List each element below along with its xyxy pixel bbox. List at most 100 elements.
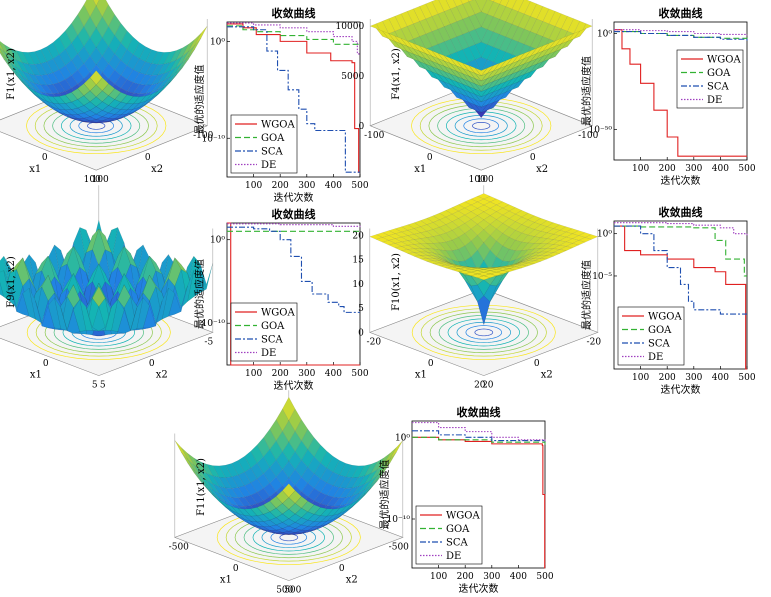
x1-axis-label: x1 [414,164,426,175]
x2-tick-label: 0 [339,564,345,574]
chart-title: 收敛曲线 [457,405,501,419]
legend-label-wgoa: WGOA [261,308,295,319]
surface-patch [174,440,188,460]
legend-label-goa: GOA [446,524,470,535]
surface-patch [474,67,488,76]
y-tick-label: 10⁻¹⁰ [387,515,411,525]
x1-tick-label: 100 [477,175,494,185]
x-tick-label: 400 [712,164,729,174]
legend-label-goa: GOA [261,133,285,144]
x1-tick-label: 0 [42,153,48,163]
x-tick-label: 300 [298,369,315,379]
legend-label-wgoa: WGOA [261,120,295,131]
contour-line [437,108,526,144]
x1-axis-label: x1 [415,370,427,381]
x2-tick-label: 5 [92,381,98,391]
contour-line [454,114,508,137]
z-tick-label: 20 [352,231,364,241]
y-tick-label: 10⁻¹⁰ [202,319,226,329]
series-line-sca [614,31,748,42]
y-tick-label: 10⁻⁵ [592,272,612,282]
x-tick-label: 400 [712,373,729,383]
y-tick-label: 10⁰ [210,37,225,47]
legend-label-sca: SCA [261,147,284,158]
surface-plot-5: F11(x1, x2) -500 0 500 -500 0 500 x1 x2 [169,390,409,596]
x2-axis-label: x2 [346,575,358,586]
contour-line [411,304,556,360]
x1-tick-label: -500 [169,542,189,552]
legend-label-de: DE [261,348,276,359]
x1-tick-label: 5 [100,381,106,391]
contour-line [87,121,106,130]
contour-line [428,104,534,148]
series-line-wgoa [227,222,360,366]
x-tick-label: 300 [685,164,702,174]
x1-tick-label: 0 [428,359,434,369]
x-tick-label: 300 [483,572,500,582]
x-axis-label: 迭代次数 [274,191,314,204]
x2-tick-label: 100 [84,175,101,185]
x-tick-label: 300 [685,373,702,383]
x-tick-label: 300 [298,181,315,191]
surface-patch [92,305,106,332]
z-axis-label: F1(x1, x2) [6,48,17,100]
series-line-de [227,22,360,55]
x-tick-label: 400 [325,181,342,191]
chart-title: 收敛曲线 [659,6,703,20]
contour-line [429,311,538,354]
x-tick-label: 200 [272,369,289,379]
legend-box [230,114,298,174]
surface-patch [0,43,4,52]
legend-label-de: DE [707,95,722,106]
y-tick-label: 10⁻⁵⁰ [589,125,613,135]
legend-box [415,505,483,565]
legend-label-goa: GOA [261,321,285,332]
y-axis-label: 最优的适应度值 [193,65,206,135]
series-line-goa [227,25,360,45]
contour-line [472,121,491,130]
x-tick-label: 100 [632,164,649,174]
x2-axis-label: x2 [536,164,548,175]
x2-tick-label: -20 [587,337,602,347]
surface-patch [89,70,103,86]
x-tick-label: 500 [738,373,755,383]
series-line-sca [227,226,360,313]
z-tick-label: 5 [358,304,364,314]
legend-label-de: DE [648,352,663,363]
contour-line [474,328,494,337]
contour-line [445,111,517,141]
z-tick-label: 0 [358,328,364,338]
series-line-sca [614,225,747,315]
x-tick-label: 400 [510,572,527,582]
legend-label-sca: SCA [446,538,469,549]
x-tick-label: 200 [659,373,676,383]
x2-tick-label: -100 [578,131,598,141]
series-line-goa [614,225,747,277]
z-axis-label: F10(x1, x2) [391,253,402,311]
legend-label-wgoa: WGOA [648,312,682,323]
x2-tick-label: -100 [193,131,213,141]
x-tick-label: 200 [659,164,676,174]
x1-tick-label: 0 [43,359,49,369]
x-axis-label: 迭代次数 [661,174,701,187]
legend-label-de: DE [261,160,276,171]
chart-title: 收敛曲线 [659,205,703,219]
contour-line [465,325,503,340]
x-tick-label: 100 [245,369,262,379]
chart-title: 收敛曲线 [272,6,316,20]
legend-box [230,302,298,362]
z-axis-label: F9(x1, x2) [6,256,17,308]
legend-label-de: DE [446,551,461,562]
series-line-wgoa [227,23,360,173]
contour-line [26,97,167,155]
series-line-wgoa [614,29,747,157]
x-axis-label: 迭代次数 [459,582,499,595]
